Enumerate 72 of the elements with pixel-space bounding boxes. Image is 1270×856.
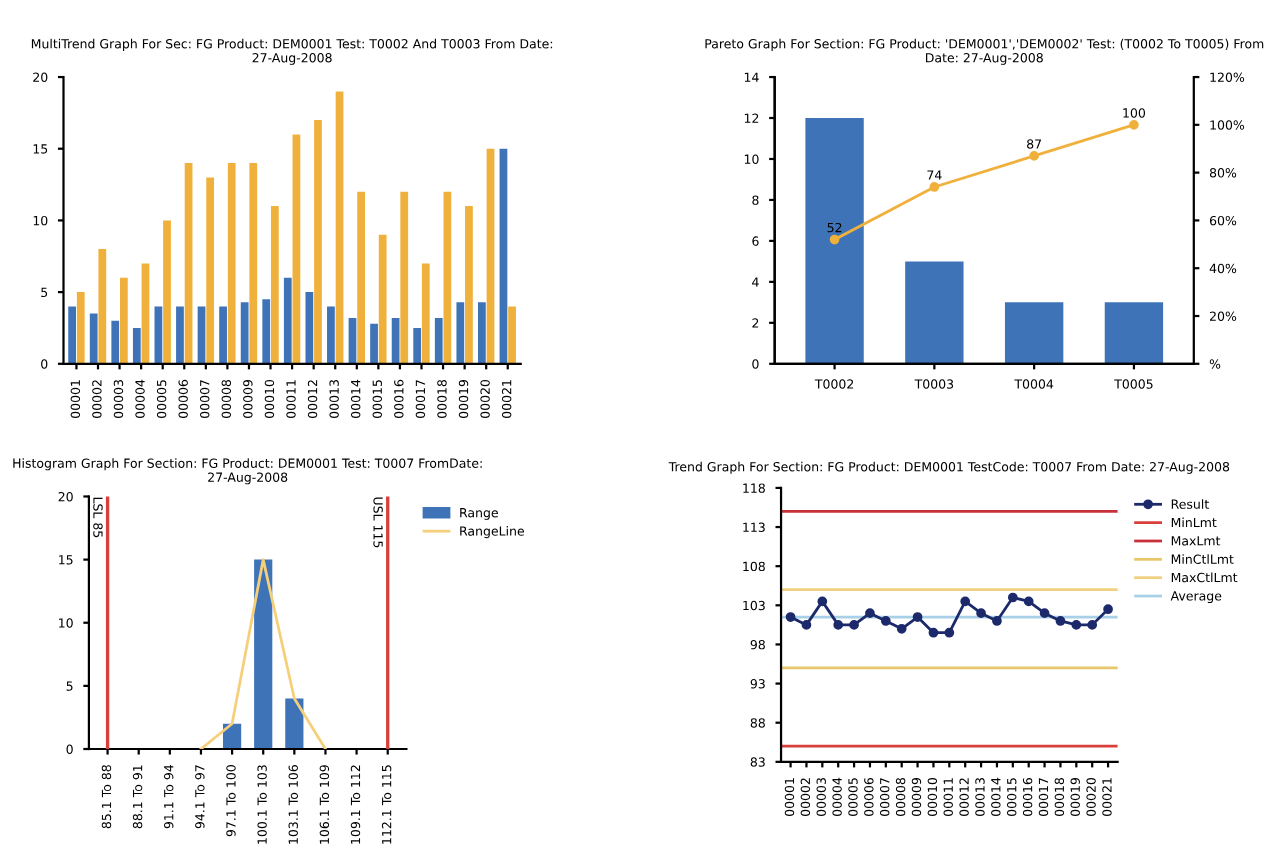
point [880, 616, 891, 626]
bar [254, 559, 273, 749]
bar [357, 191, 365, 364]
bar [176, 306, 184, 364]
bar [443, 191, 452, 364]
bar [68, 306, 77, 364]
point [865, 608, 875, 618]
bar [132, 327, 141, 364]
point [1071, 620, 1082, 630]
point [1087, 620, 1098, 630]
point [896, 623, 907, 634]
bar [197, 306, 206, 364]
bar [370, 323, 378, 364]
bar [499, 148, 508, 364]
bar [141, 263, 150, 364]
bar [163, 220, 171, 364]
bar [111, 320, 120, 364]
point [1103, 604, 1113, 615]
bar [240, 302, 249, 364]
bar [508, 306, 516, 364]
bar [1004, 302, 1064, 364]
bar [249, 163, 258, 364]
bar [486, 148, 495, 364]
bar [905, 261, 964, 364]
point [960, 596, 971, 607]
point [849, 620, 859, 630]
line-series [199, 558, 327, 749]
bar [285, 698, 304, 749]
bar [184, 163, 193, 364]
bar [314, 120, 322, 364]
bar [335, 91, 344, 364]
bar [465, 206, 473, 364]
bar [120, 277, 128, 364]
point [1129, 119, 1139, 130]
point [1023, 596, 1034, 607]
bar [206, 177, 215, 364]
bar [1104, 302, 1164, 364]
bar [456, 302, 465, 364]
bar [154, 306, 163, 364]
point [929, 182, 940, 192]
point [1055, 616, 1066, 626]
point [1029, 151, 1039, 161]
point [944, 627, 955, 638]
point [785, 612, 796, 622]
bar [434, 317, 443, 364]
point [801, 620, 812, 630]
point [833, 620, 844, 630]
point [1039, 608, 1050, 618]
bar [478, 302, 486, 364]
point [912, 612, 923, 622]
bar [89, 313, 98, 364]
bar [283, 277, 292, 364]
bar [413, 327, 422, 364]
bar [98, 249, 107, 364]
bar [262, 299, 271, 364]
bar [378, 234, 387, 364]
point [992, 616, 1002, 626]
bar [421, 263, 430, 364]
bar [805, 118, 864, 364]
bar [76, 292, 85, 364]
bar [400, 191, 409, 364]
point [817, 596, 828, 607]
point [928, 627, 939, 638]
point [1007, 592, 1018, 603]
bar [219, 306, 227, 364]
point [829, 234, 840, 245]
bar [305, 292, 314, 364]
bar [270, 206, 279, 364]
point [976, 608, 986, 618]
bar [227, 163, 236, 364]
bar [327, 306, 335, 364]
bar [292, 134, 301, 364]
